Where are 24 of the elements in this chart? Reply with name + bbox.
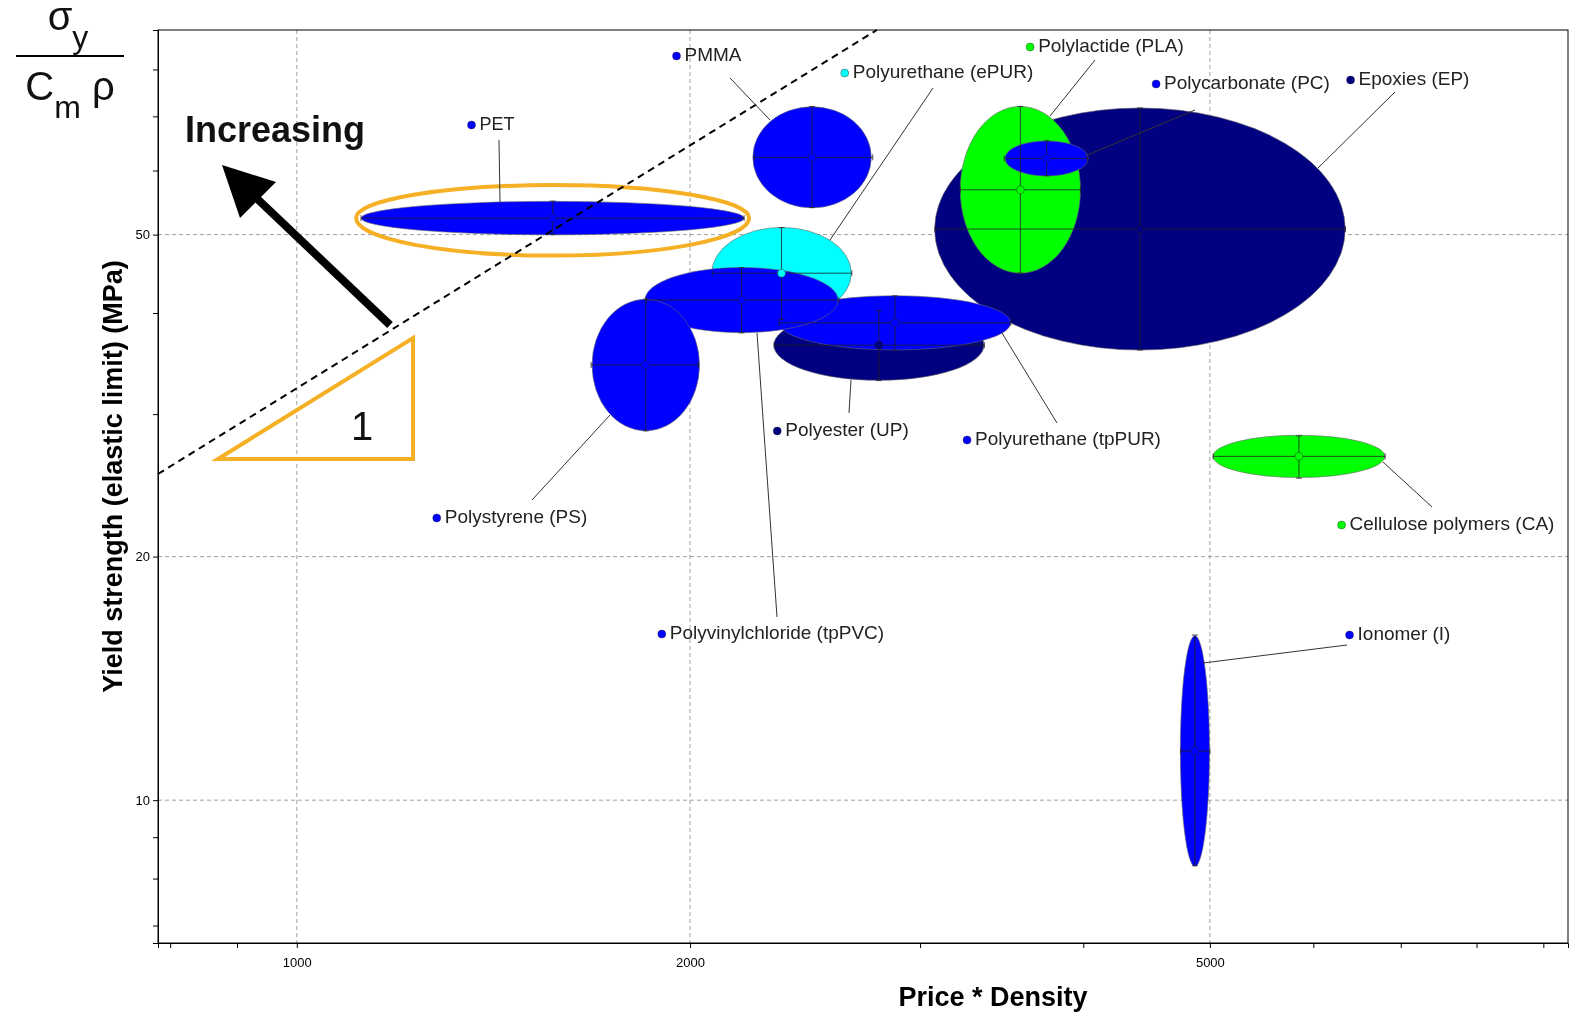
text: σ$_{y}$ <box>47 0 89 55</box>
annotation: 1 <box>350 404 374 448</box>
x-tick-label: 5000 <box>1195 954 1225 970</box>
y-axis-title: Yield strength (elastic limit) (MPa) <box>98 260 128 693</box>
legend-label: Polyurethane (tpPUR) <box>975 428 1161 450</box>
y-tick-label: 10 <box>135 792 150 808</box>
legend-label: PMMA <box>684 44 742 66</box>
annotation: Increasing <box>185 109 366 150</box>
legend-label: Epoxies (EP) <box>1358 68 1470 90</box>
x-tick-label: 2000 <box>676 954 705 970</box>
legend-label: Polylactide (PLA) <box>1038 35 1184 57</box>
legend-label: Polyvinylchloride (tpPVC) <box>669 622 885 644</box>
text: C$_{m}$ ρ <box>25 64 115 125</box>
legend-label: Polyurethane (ePUR) <box>852 61 1034 83</box>
x-axis-title: Price * Density <box>898 982 1088 1012</box>
y-tick-label: 20 <box>135 549 150 565</box>
x-tick-label: 1000 <box>282 954 312 970</box>
legend-label: Ionomer (I) <box>1357 623 1451 645</box>
legend-label: Polyester (UP) <box>785 419 909 441</box>
legend-label: PET <box>479 113 515 134</box>
y-tick-label: 50 <box>135 227 150 243</box>
legend-label: Polystyrene (PS) <box>444 506 588 528</box>
legend-label: Cellulose polymers (CA) <box>1349 513 1555 535</box>
legend-label: Polycarbonate (PC) <box>1164 72 1330 94</box>
